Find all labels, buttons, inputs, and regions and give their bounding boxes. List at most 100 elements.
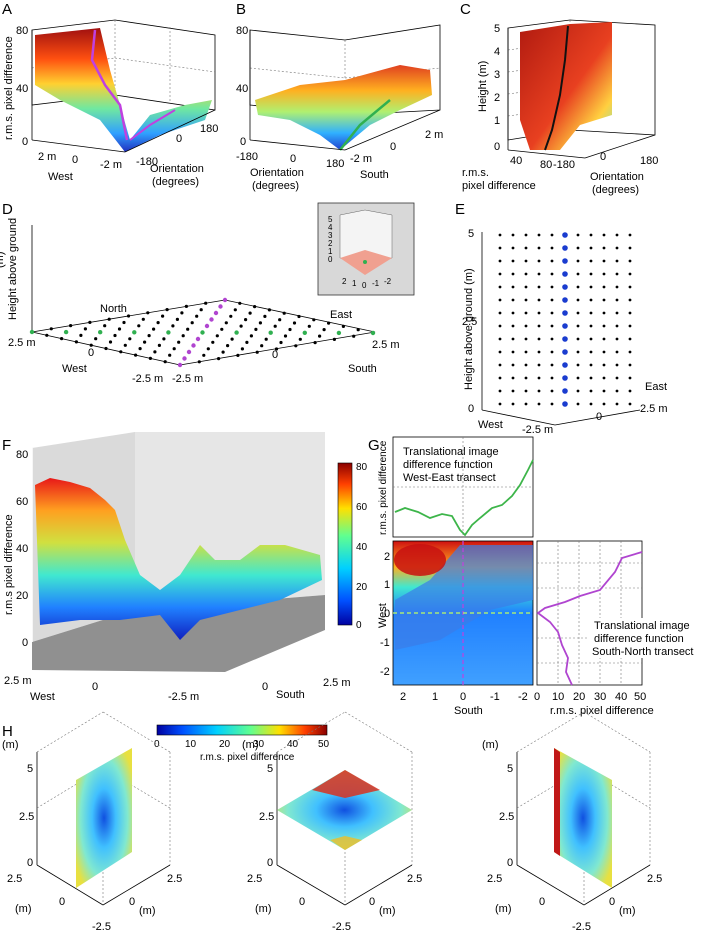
g-right-xtick: 30 <box>594 691 606 703</box>
grid-dot <box>233 308 237 312</box>
grid-dot <box>589 337 593 341</box>
a-z-tick: 0 <box>22 136 28 148</box>
inset-tick: 5 <box>328 215 333 224</box>
h-axis-unit: (m) <box>255 903 272 915</box>
h-axis-unit: (m) <box>242 739 259 751</box>
a-z-label: r.m.s. pixel difference <box>3 36 15 140</box>
h-x-tick: -2.5 <box>92 921 111 933</box>
grid-dot <box>162 337 166 341</box>
grid-dot <box>168 353 172 357</box>
g-we-line <box>394 459 534 537</box>
a-x-tick: 0 <box>72 154 78 166</box>
b-z-tick: 0 <box>240 136 246 148</box>
grid-dot <box>524 259 528 263</box>
f-cb-tick: 60 <box>356 502 368 513</box>
grid-dot <box>498 363 502 367</box>
grid-dot <box>245 340 249 344</box>
grid-dot <box>370 330 376 336</box>
h-cb-tick: 40 <box>287 739 299 750</box>
grid-dot <box>69 324 73 328</box>
grid-dot <box>177 362 183 368</box>
h-x-tick: 0 <box>299 896 305 908</box>
f-x-tick: 0 <box>92 681 98 693</box>
panel-c: C 5 4 3 2 1 0 Height (m) 40 80 r.m.s. pix… <box>460 1 658 196</box>
f-south-label: South <box>276 689 305 701</box>
a-y-tick: 180 <box>200 123 218 135</box>
g-heat-xtick: 0 <box>460 691 466 703</box>
inset-tick: 3 <box>328 231 333 240</box>
grid-dot <box>297 314 301 319</box>
c-z-label: Height (m) <box>477 61 489 112</box>
grid-dot <box>602 363 606 367</box>
grid-dot <box>236 353 240 357</box>
grid-dot <box>312 318 316 322</box>
grid-dot <box>181 334 185 338</box>
grid-dot <box>576 337 580 341</box>
grid-dot <box>498 272 502 276</box>
panel-c-surface <box>520 22 612 150</box>
f-cb-tick: 40 <box>356 542 368 553</box>
e-z-tick: 0 <box>468 403 474 415</box>
grid-dot <box>602 402 606 406</box>
grid-dot <box>524 246 528 250</box>
grid-dot <box>589 363 593 367</box>
f-z-tick: 0 <box>22 637 28 649</box>
e-z-tick: 2.5 <box>462 316 477 328</box>
grid-dot <box>524 376 528 380</box>
f-z-tick: 60 <box>16 496 28 508</box>
grid-dot <box>615 337 619 341</box>
grid-dot <box>576 285 580 289</box>
grid-dot <box>628 259 632 263</box>
grid-dot <box>602 233 606 237</box>
inset-tick: -2 <box>384 277 392 286</box>
grid-dot <box>352 334 356 338</box>
grid-dot <box>511 363 515 367</box>
grid-dot <box>602 259 606 263</box>
grid-dot <box>628 337 632 341</box>
grid-dot <box>195 336 201 342</box>
grid-dot <box>122 320 126 325</box>
grid-dot <box>166 330 171 335</box>
grid-dot <box>537 389 541 393</box>
grid-dot <box>615 298 619 302</box>
grid-dot <box>190 321 194 325</box>
grid-dot <box>537 259 541 263</box>
grid-dot <box>628 389 632 393</box>
grid-dot <box>550 285 554 289</box>
grid-dot <box>63 329 69 335</box>
grid-dot <box>215 334 219 338</box>
grid-dot <box>498 324 502 328</box>
grid-dot <box>313 341 317 345</box>
d-z-label: Height above ground(m) <box>0 218 19 320</box>
h-z-tick: 0 <box>27 857 33 869</box>
g-heat-xtick: -2 <box>518 691 528 703</box>
panel-b-letter: B <box>236 1 246 18</box>
grid-dot <box>171 324 175 328</box>
blue-dot <box>562 297 568 303</box>
grid-dot <box>146 311 150 315</box>
blue-dot <box>562 271 568 277</box>
grid-dot <box>615 246 619 250</box>
grid-dot <box>537 350 541 354</box>
grid-dot <box>307 324 311 328</box>
grid-dot <box>511 324 515 328</box>
grid-dot <box>498 259 502 263</box>
grid-dot <box>576 324 580 328</box>
h-axis-unit: (m) <box>139 905 156 917</box>
grid-dot <box>165 308 169 312</box>
grid-dot <box>267 308 271 312</box>
grid-dot <box>537 298 541 302</box>
panel-e: E 5 2.5 0 Height above ground (m) East W… <box>455 201 668 436</box>
d-dot-grid <box>29 297 376 368</box>
blue-dot <box>562 284 568 290</box>
grid-dot <box>184 304 188 308</box>
grid-dot <box>283 334 288 338</box>
grid-dot <box>537 363 541 367</box>
h-y-tick: 0 <box>609 896 615 908</box>
panel-f-surface <box>35 478 322 640</box>
grid-dot <box>537 285 541 289</box>
inset-tick: 0 <box>362 281 367 290</box>
grid-dot <box>615 389 619 393</box>
grid-dot <box>234 330 239 335</box>
grid-dot <box>576 363 580 367</box>
